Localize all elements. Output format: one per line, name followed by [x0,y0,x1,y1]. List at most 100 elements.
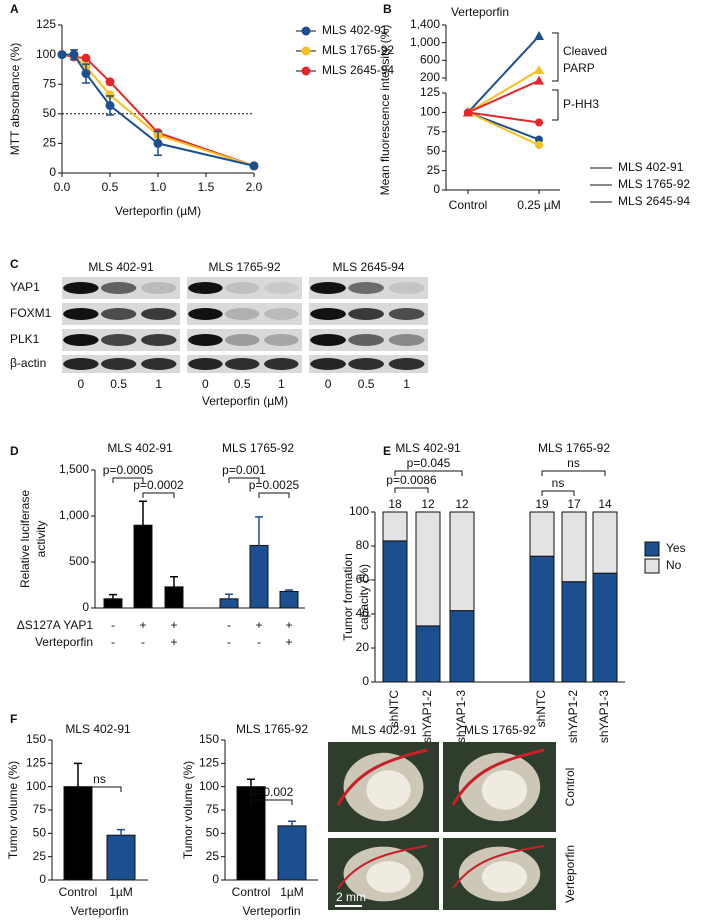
bar [219,598,239,609]
annotation: PARP [563,61,595,75]
n-label: 18 [388,497,402,511]
photo-vessel [337,845,428,889]
significance-bracket [228,477,260,483]
panel-label: E [383,444,391,458]
blot-band [224,308,260,320]
blot-strip [187,303,302,325]
error-bar [255,516,263,546]
legend-label: No [666,558,682,572]
blot-band [63,334,99,346]
parp-line [467,35,540,114]
blot-band [63,358,99,370]
bar [449,610,475,683]
blot-band [310,308,346,320]
x-tick-label: 1µM [109,885,133,899]
condition-sign: + [285,618,292,632]
bar [106,834,136,881]
photo-tumor-core [366,861,411,893]
y-tick-label: 0 [82,600,89,614]
y-tick-label: 0 [433,182,440,196]
data-point [535,140,543,149]
y-tick-label: 100 [199,779,219,793]
y-tick-label: 50 [33,826,47,840]
blot-band [100,308,137,320]
legend-marker [301,26,311,36]
photo-vessel [451,748,545,806]
blot-band [388,282,425,294]
blot-band [264,308,299,320]
group-title: MLS 1765-92 [222,441,294,455]
parp-point [534,31,544,41]
data-point [57,50,67,60]
panel-label: D [10,444,19,458]
cell-line-label: MLS 2645-94 [332,260,404,274]
x-axis-label: Verteporfin [70,904,128,918]
x-tick-label: Control [59,885,98,899]
blot-band [141,308,177,320]
bar [561,511,587,583]
y-tick-label: 75 [206,802,220,816]
y-axis-label: Tumor formation [341,553,355,641]
bar [277,825,307,881]
legend-swatch [644,541,660,557]
dose-label: 0.5 [110,377,127,391]
blot-band [310,282,346,294]
data-point [105,77,115,87]
group-title: MLS 402-91 [395,441,461,455]
dose-label: 1 [278,377,285,391]
x-tick-label: shNTC [534,690,548,728]
y-tick-label: 50 [427,143,441,157]
chart-title: MLS 1765-92 [236,722,308,736]
x-tick-label: shNTC [387,690,401,728]
bar [449,511,475,612]
bar [415,625,441,683]
y-tick-label: 125 [420,85,440,99]
x-tick-label: shYAP1-2 [566,690,580,743]
dose-label: 1 [155,377,162,391]
y-tick-label: 50 [43,106,57,120]
photo-tumor-core [481,861,528,893]
dose-label: 0 [202,377,209,391]
significance-bracket [250,799,293,805]
dose-label: 0 [325,377,332,391]
condition-sign: + [170,618,177,632]
y-tick-label: 100 [420,105,440,119]
series-line [467,111,540,124]
blot-band [63,308,99,320]
significance-label: p=0.0005 [103,463,154,477]
bar [529,511,555,557]
significance-label: p=0.001 [222,463,266,477]
parp-line [467,69,540,114]
n-label: 14 [598,497,612,511]
annotation-bracket [552,89,559,121]
data-point [153,138,163,148]
y-tick-label: 1,000 [59,508,89,522]
bar [592,511,618,574]
blot-band [388,334,425,346]
blot-band [310,358,346,370]
bar [592,572,618,683]
x-tick-label: 0.0 [54,180,71,194]
y-tick-label: 200 [420,70,440,84]
n-label: 17 [567,497,581,511]
y-tick-label: 100 [36,47,56,61]
x-tick-label: shYAP1-3 [454,690,468,743]
legend-marker [301,66,311,76]
x-tick-label: shYAP1-3 [597,690,611,743]
condition-sign: - [227,635,231,649]
blot-band [224,358,260,370]
data-point [464,108,472,117]
bar [63,786,93,881]
bar [561,581,587,683]
condition-sign: - [111,618,115,632]
significance-label: p=0.0025 [249,478,300,492]
protein-label: YAP1 [10,280,40,294]
bar [133,524,153,609]
y-tick-label: 0 [362,674,369,688]
y-tick-label: 75 [427,124,441,138]
legend-marker [301,46,311,56]
data-point [81,69,91,79]
protein-label: β-actin [10,356,46,370]
y-tick-label: 50 [206,826,220,840]
